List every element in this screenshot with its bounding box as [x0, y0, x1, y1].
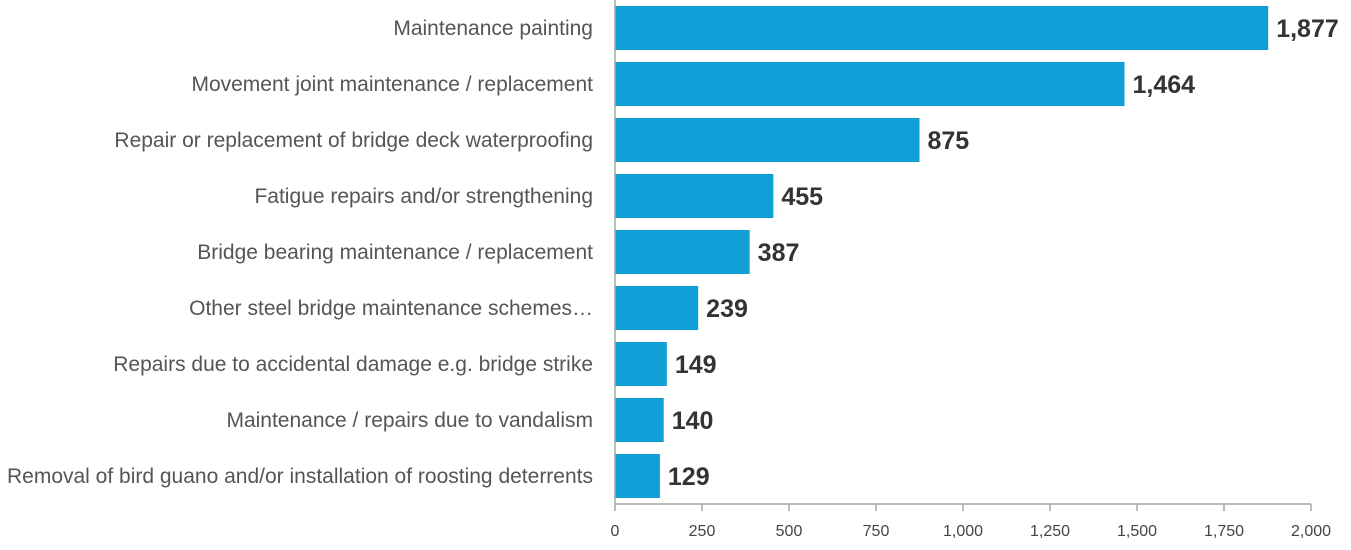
- x-tick-label: 1,750: [1204, 523, 1244, 540]
- bar: [615, 286, 699, 330]
- x-tick-label: 1,000: [943, 523, 983, 540]
- value-label: 239: [706, 295, 748, 323]
- x-tick-label: 500: [776, 523, 803, 540]
- value-label: 387: [758, 239, 800, 267]
- x-tick-label: 750: [863, 523, 890, 540]
- category-label: Movement joint maintenance / replacement: [191, 73, 593, 96]
- value-label: 875: [928, 127, 970, 155]
- x-tick-label: 2,000: [1291, 523, 1331, 540]
- category-labels-group: Maintenance painting Movement joint maint…: [7, 17, 593, 488]
- category-label: Repairs due to accidental damage e.g. br…: [113, 353, 593, 376]
- value-label: 149: [675, 351, 717, 379]
- category-label: Repair or replacement of bridge deck wat…: [114, 129, 593, 152]
- value-label: 455: [781, 183, 823, 211]
- category-label: Removal of bird guano and/or installatio…: [7, 465, 593, 488]
- x-tick-label: 1,500: [1117, 523, 1157, 540]
- bar: [615, 118, 920, 162]
- value-label: 129: [668, 463, 710, 491]
- bar: [615, 230, 750, 274]
- bar: [615, 398, 664, 442]
- bars-group: [615, 6, 1269, 498]
- category-label: Fatigue repairs and/or strengthening: [254, 185, 593, 208]
- bar: [615, 62, 1125, 106]
- bar: [615, 174, 774, 218]
- bar: [615, 6, 1269, 50]
- bar: [615, 454, 660, 498]
- category-label: Maintenance painting: [393, 17, 593, 40]
- category-label: Bridge bearing maintenance / replacement: [197, 241, 593, 264]
- value-label: 1,464: [1132, 71, 1195, 99]
- x-tick-label: 250: [689, 523, 716, 540]
- category-label: Maintenance / repairs due to vandalism: [226, 409, 593, 432]
- x-ticks-group: 0 250 500 750 1,000 1,250 1,500 1,750 2,000: [611, 504, 1331, 540]
- x-tick-label: 0: [611, 523, 620, 540]
- category-label: Other steel bridge maintenance schemes…: [189, 297, 593, 320]
- x-tick-label: 1,250: [1030, 523, 1070, 540]
- bar: [615, 342, 667, 386]
- value-label: 140: [672, 407, 714, 435]
- value-label: 1,877: [1276, 15, 1339, 43]
- value-labels-group: 1,877 1,464 875 455 387 239 149 140 129: [668, 15, 1339, 491]
